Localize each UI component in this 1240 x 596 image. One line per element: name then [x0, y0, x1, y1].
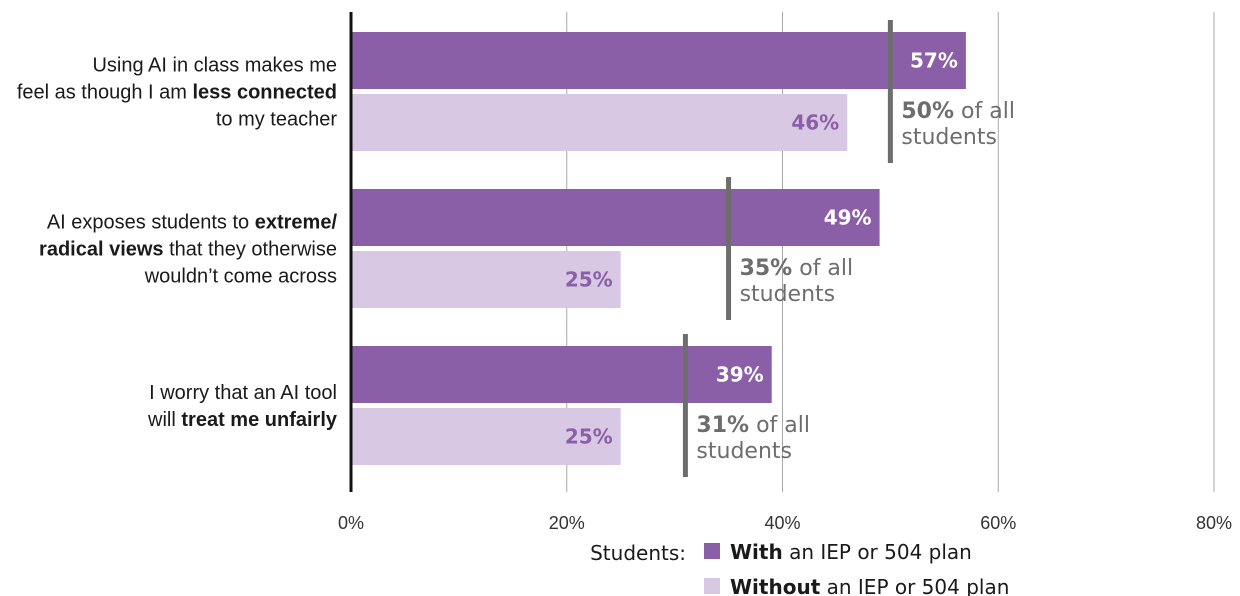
- bar: [351, 408, 621, 465]
- category-label-segment: Using AI in class makes me: [92, 55, 337, 77]
- all-students-value: 31%: [696, 413, 749, 438]
- all-students-label-line2: students: [740, 282, 836, 307]
- bar-value-label: 25%: [565, 425, 613, 449]
- category-label-segment: I worry that an AI tool: [149, 382, 337, 404]
- category-label-segment: radical views: [39, 239, 164, 261]
- all-students-label: 50% of all: [901, 99, 1015, 124]
- all-students-label-line2: students: [696, 439, 792, 464]
- category-label-line: I worry that an AI tool: [149, 382, 337, 404]
- category-label-segment: AI exposes students to: [47, 212, 255, 234]
- legend-entry-text: an IEP or 504 plan: [820, 575, 1009, 596]
- category-label-line: will treat me unfairly: [147, 409, 338, 431]
- bar: [351, 32, 966, 89]
- legend-swatch: [704, 578, 720, 594]
- bar: [351, 251, 621, 308]
- category-label-segment: extreme/: [255, 212, 338, 234]
- x-axis-ticks: 0% 20% 40% 60% 80%: [338, 513, 1232, 533]
- bar-value-label: 25%: [565, 268, 613, 292]
- bar: [351, 346, 772, 403]
- bar-value-label: 57%: [910, 49, 958, 73]
- x-tick-label: 80%: [1196, 513, 1232, 533]
- category-label-segment: wouldn’t come across: [144, 266, 337, 288]
- category-label-segment: will: [147, 409, 181, 431]
- category-label-segment: feel as though I am: [17, 82, 193, 104]
- bar-value-label: 46%: [791, 111, 839, 135]
- legend-swatch: [704, 543, 720, 559]
- bar-value-label: 49%: [824, 206, 872, 230]
- x-tick-label: 60%: [980, 513, 1016, 533]
- all-students-value: 35%: [740, 256, 793, 281]
- legend-entry-bold: With: [730, 540, 783, 564]
- category-labels: Using AI in class makes me feel as though…: [17, 55, 338, 432]
- x-tick-label: 40%: [764, 513, 800, 533]
- category-label-segment: less connected: [192, 82, 337, 104]
- x-tick-label: 0%: [338, 513, 364, 533]
- legend-entry: Without an IEP or 504 plan: [730, 575, 1009, 596]
- category-label-line: Using AI in class makes me: [92, 55, 337, 77]
- legend-entry-bold: Without: [730, 575, 821, 596]
- all-students-label: 31% of all: [696, 413, 810, 438]
- category-label-line: radical views that they otherwise: [39, 239, 337, 261]
- legend: Students: With an IEP or 504 planWithout …: [590, 540, 1009, 596]
- all-students-label-line2: students: [901, 125, 997, 150]
- category-label-segment: treat me unfairly: [181, 409, 337, 431]
- all-students-label: 35% of all: [740, 256, 854, 281]
- all-students-text: of all: [954, 99, 1015, 124]
- category-label-segment: to my teacher: [216, 109, 338, 131]
- bars: 57% 49% 39% 46% 25% 25%: [351, 32, 966, 465]
- legend-entry: With an IEP or 504 plan: [730, 540, 972, 564]
- category-label-line: AI exposes students to extreme/: [47, 212, 338, 234]
- x-tick-label: 20%: [549, 513, 585, 533]
- bar-value-label: 39%: [716, 363, 764, 387]
- all-students-text: of all: [749, 413, 810, 438]
- category-label-line: wouldn’t come across: [144, 266, 337, 288]
- all-students-text: of all: [792, 256, 853, 281]
- category-label-segment: that they otherwise: [164, 239, 337, 261]
- category-label-line: feel as though I am less connected: [17, 82, 337, 104]
- bar: [351, 189, 880, 246]
- bar: [351, 94, 848, 151]
- category-label-line: to my teacher: [216, 109, 338, 131]
- legend-prefix: Students:: [590, 541, 686, 565]
- all-students-value: 50%: [901, 99, 954, 124]
- legend-entry-text: an IEP or 504 plan: [783, 540, 972, 564]
